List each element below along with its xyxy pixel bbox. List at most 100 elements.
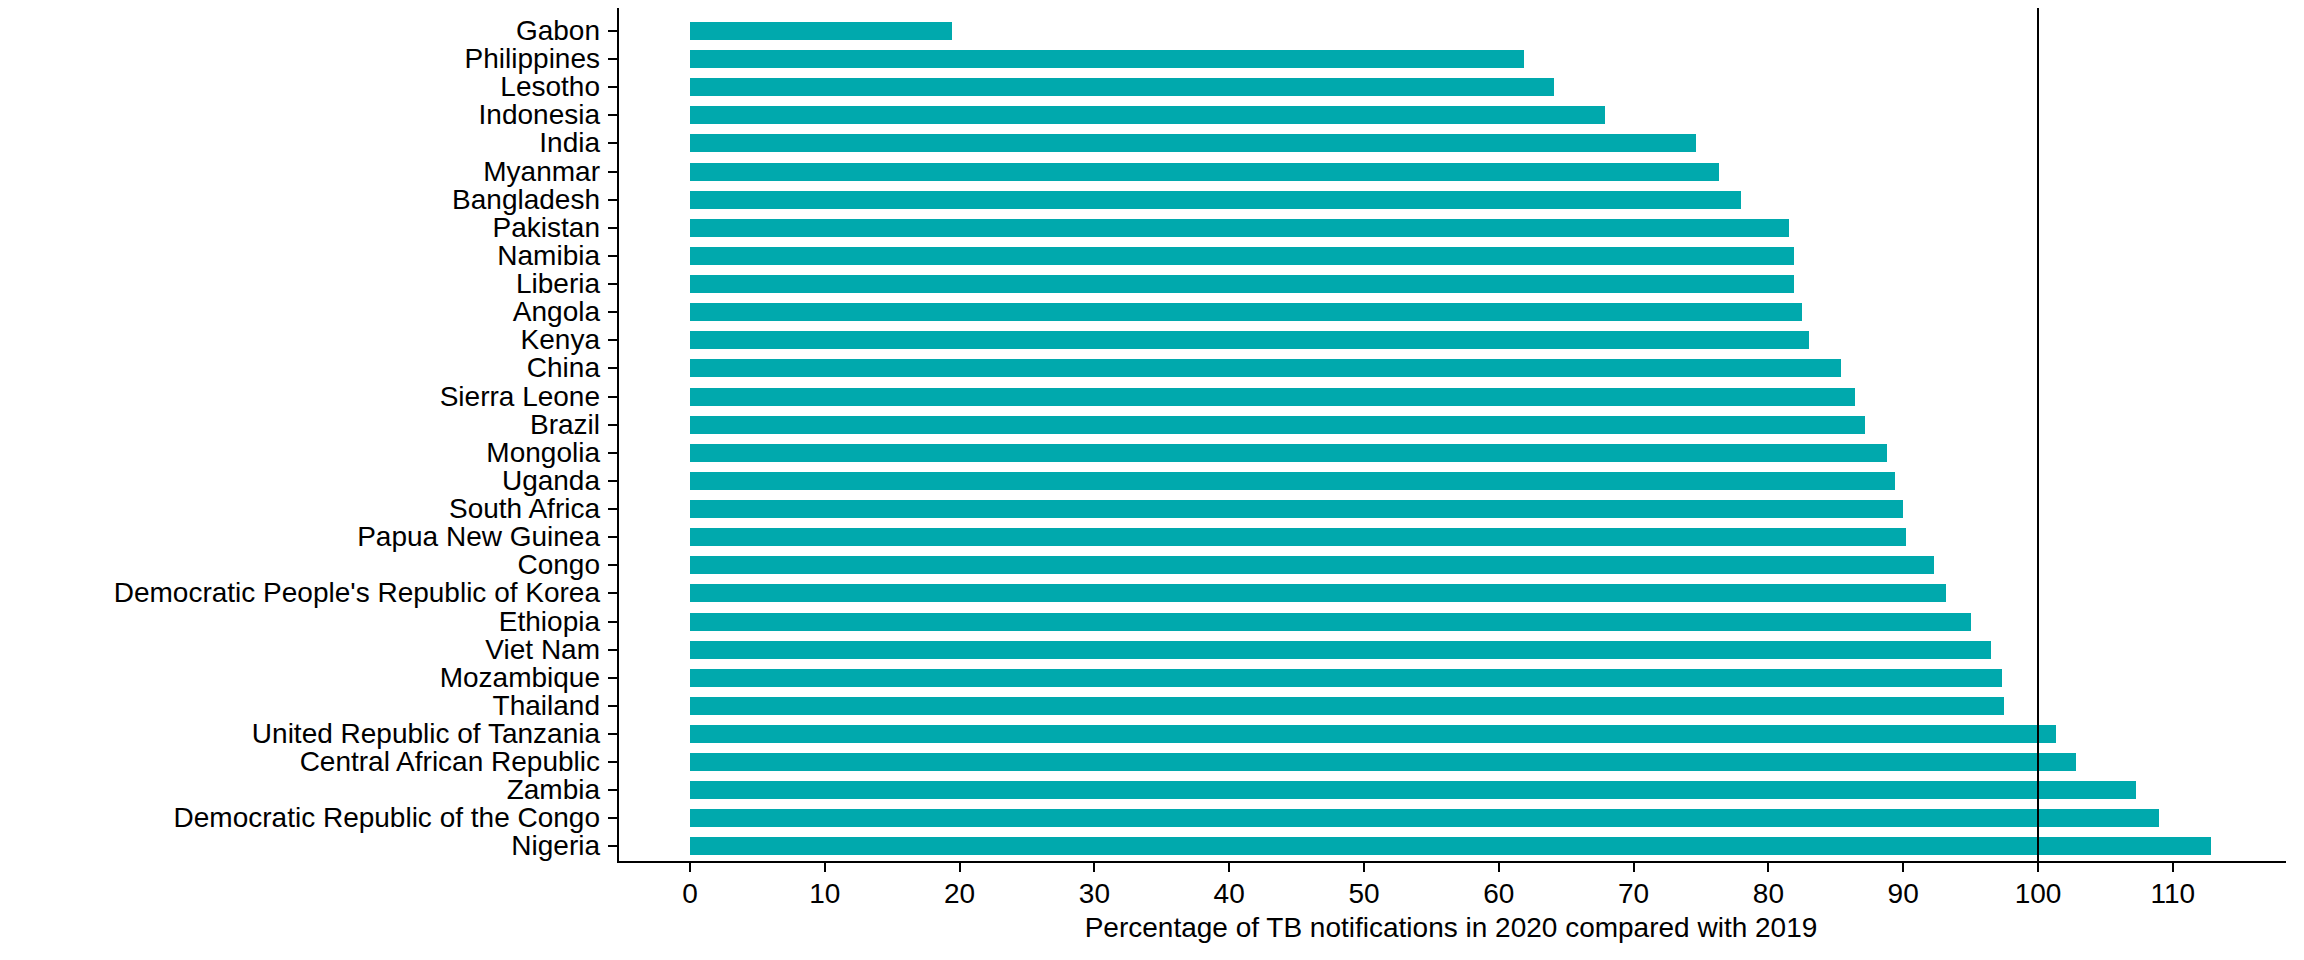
y-axis-tick xyxy=(608,621,617,623)
x-tick-label: 70 xyxy=(1618,878,1649,910)
y-axis-tick xyxy=(608,86,617,88)
category-label: Lesotho xyxy=(500,73,600,101)
y-axis-tick xyxy=(608,396,617,398)
y-axis-tick xyxy=(608,845,617,847)
y-axis-tick xyxy=(608,592,617,594)
bar xyxy=(690,444,1887,462)
bar xyxy=(690,500,1903,518)
y-axis-tick xyxy=(608,30,617,32)
x-tick-label: 60 xyxy=(1483,878,1514,910)
x-tick-label: 90 xyxy=(1888,878,1919,910)
bar xyxy=(690,725,2056,743)
bar xyxy=(690,388,1855,406)
y-axis-tick xyxy=(608,255,617,257)
x-tick-label: 0 xyxy=(682,878,698,910)
y-axis-tick xyxy=(608,339,617,341)
y-axis-tick xyxy=(608,58,617,60)
y-axis-tick xyxy=(608,114,617,116)
x-axis-tick xyxy=(1498,863,1500,872)
category-label: China xyxy=(527,354,600,382)
category-label: Ethiopia xyxy=(499,608,600,636)
bar xyxy=(690,191,1741,209)
y-axis-tick xyxy=(608,367,617,369)
y-axis-tick xyxy=(608,508,617,510)
y-axis-tick xyxy=(608,536,617,538)
y-axis-line xyxy=(617,8,619,863)
category-label: Mozambique xyxy=(440,664,600,692)
category-label: Kenya xyxy=(521,326,600,354)
category-label: Nigeria xyxy=(511,832,600,860)
bar xyxy=(690,22,952,40)
bar xyxy=(690,50,1524,68)
x-axis-tick xyxy=(1633,863,1635,872)
x-axis-tick xyxy=(1363,863,1365,872)
category-label: United Republic of Tanzania xyxy=(252,720,600,748)
y-axis-tick xyxy=(608,424,617,426)
category-label: Mongolia xyxy=(486,439,600,467)
bar xyxy=(690,641,1991,659)
category-label: Brazil xyxy=(530,411,600,439)
category-label: Pakistan xyxy=(493,214,600,242)
bar xyxy=(690,163,1719,181)
category-label: Gabon xyxy=(516,17,600,45)
reference-line-100 xyxy=(2037,8,2039,861)
x-axis-tick xyxy=(2172,863,2174,872)
bar xyxy=(690,697,2004,715)
x-tick-label: 100 xyxy=(2015,878,2062,910)
bar xyxy=(690,472,1895,490)
y-axis-tick xyxy=(608,199,617,201)
x-axis-tick xyxy=(1228,863,1230,872)
x-axis-tick xyxy=(959,863,961,872)
x-tick-label: 30 xyxy=(1079,878,1110,910)
bar xyxy=(690,528,1906,546)
x-tick-label: 40 xyxy=(1214,878,1245,910)
category-label: Central African Republic xyxy=(300,748,600,776)
category-label: Democratic People's Republic of Korea xyxy=(114,579,600,607)
x-axis-tick xyxy=(824,863,826,872)
y-axis-tick xyxy=(608,677,617,679)
category-label: Uganda xyxy=(502,467,600,495)
bar xyxy=(690,753,2076,771)
category-label: Papua New Guinea xyxy=(357,523,600,551)
bar xyxy=(690,837,2211,855)
x-axis-tick xyxy=(2037,863,2039,872)
y-axis-tick xyxy=(608,733,617,735)
y-axis-tick xyxy=(608,564,617,566)
bar xyxy=(690,669,2002,687)
category-label: Zambia xyxy=(507,776,600,804)
y-axis-tick xyxy=(608,705,617,707)
category-label: Democratic Republic of the Congo xyxy=(174,804,600,832)
y-axis-tick xyxy=(608,142,617,144)
y-axis-tick xyxy=(608,283,617,285)
bar xyxy=(690,416,1865,434)
x-axis-tick xyxy=(1093,863,1095,872)
bar xyxy=(690,613,1971,631)
y-axis-tick xyxy=(608,649,617,651)
bar xyxy=(690,78,1554,96)
category-label: Viet Nam xyxy=(485,636,600,664)
bar xyxy=(690,359,1841,377)
y-axis-tick xyxy=(608,227,617,229)
y-axis-tick xyxy=(608,311,617,313)
category-label: Philippines xyxy=(465,45,600,73)
category-label: Namibia xyxy=(497,242,600,270)
category-label: Bangladesh xyxy=(452,186,600,214)
x-axis-tick xyxy=(1767,863,1769,872)
category-label: Congo xyxy=(517,551,600,579)
bar xyxy=(690,134,1696,152)
category-label: India xyxy=(539,129,600,157)
bar xyxy=(690,331,1809,349)
category-label: Thailand xyxy=(493,692,600,720)
y-axis-tick xyxy=(608,817,617,819)
y-axis-tick xyxy=(608,171,617,173)
x-tick-label: 80 xyxy=(1753,878,1784,910)
category-label: Indonesia xyxy=(479,101,600,129)
bar xyxy=(690,809,2159,827)
x-tick-label: 10 xyxy=(809,878,840,910)
category-label: Sierra Leone xyxy=(440,383,600,411)
bar xyxy=(690,556,1934,574)
bar xyxy=(690,247,1794,265)
x-axis-line xyxy=(617,861,2286,863)
y-axis-tick xyxy=(608,761,617,763)
bar xyxy=(690,106,1605,124)
